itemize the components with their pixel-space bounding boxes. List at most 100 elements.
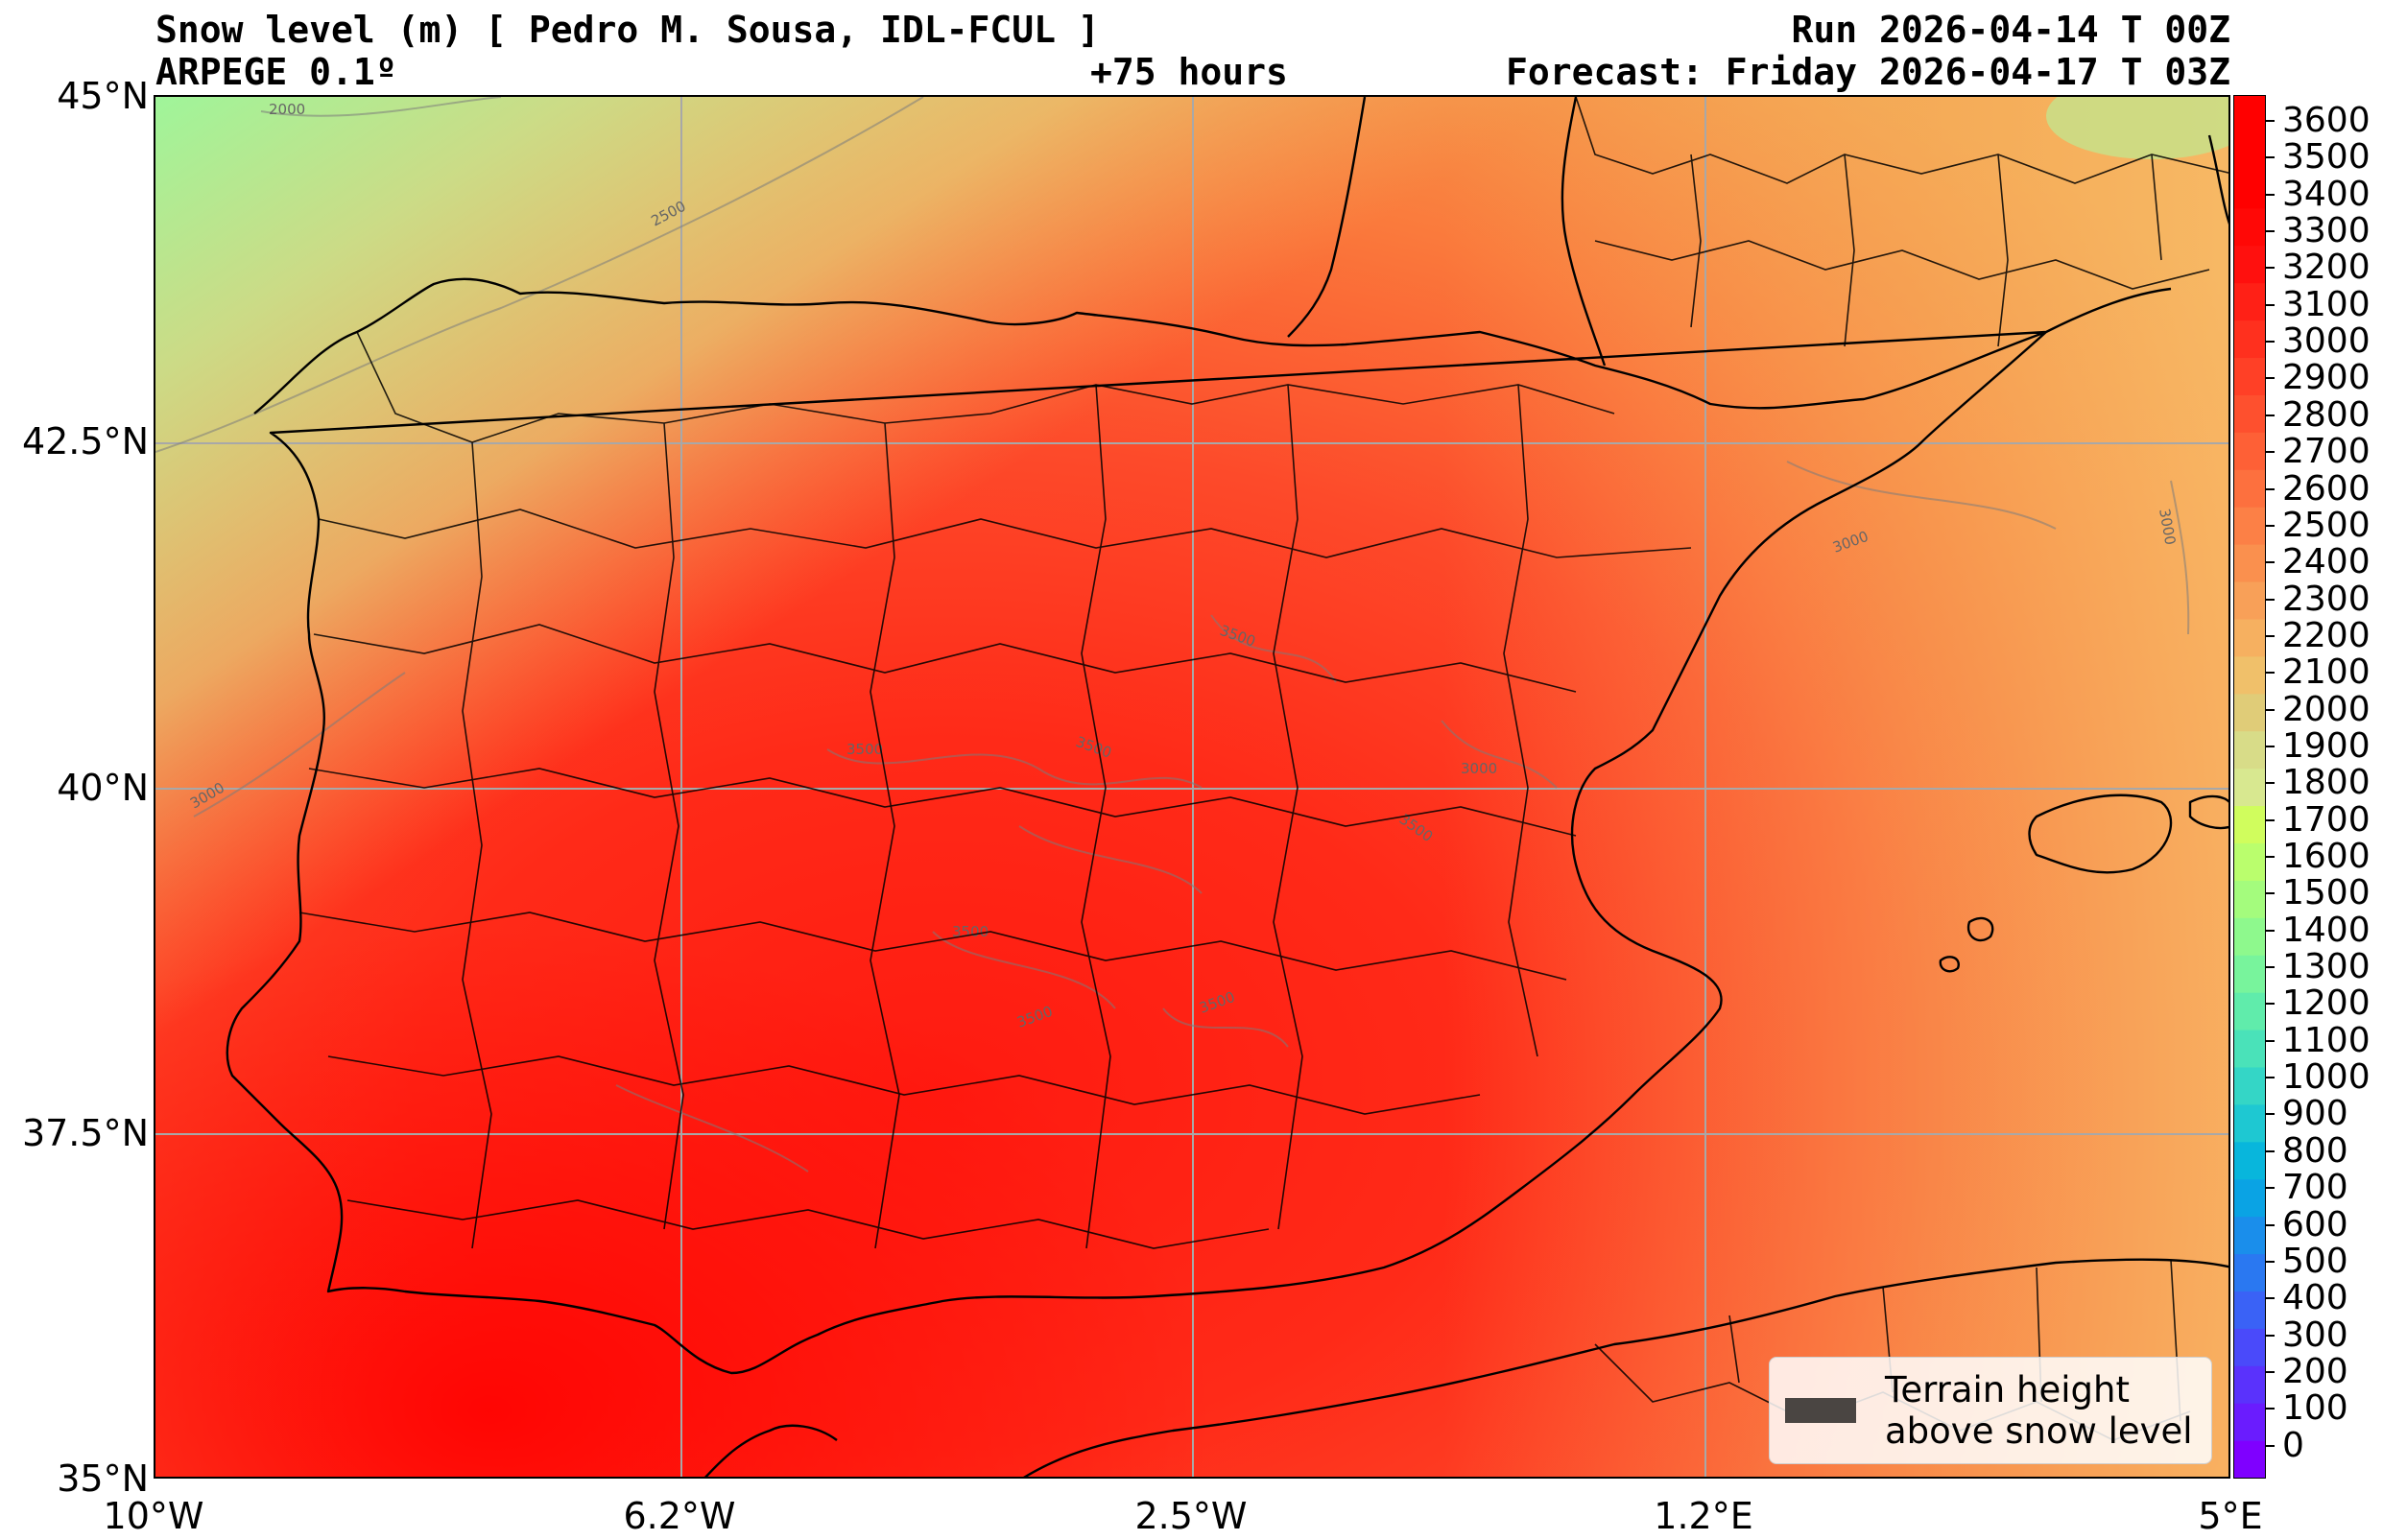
colorbar-tick	[2266, 1187, 2275, 1190]
colorbar-label: 1900	[2282, 725, 2371, 766]
colorbar-band	[2234, 1328, 2265, 1366]
colorbar-tick	[2266, 708, 2275, 711]
run-time: Run 2026-04-14 T 00Z	[1791, 9, 2230, 51]
colorbar-label: 1800	[2282, 763, 2371, 803]
colorbar-label: 2900	[2282, 358, 2371, 398]
colorbar-label: 3600	[2282, 101, 2371, 140]
colorbar-label: 1400	[2282, 910, 2371, 950]
colorbar-tick	[2266, 561, 2275, 564]
colorbar-label: 1300	[2282, 947, 2371, 987]
lat-tick-40n: 40°N	[57, 767, 149, 809]
colorbar-tick	[2266, 745, 2275, 747]
colorbar-band	[2234, 1029, 2265, 1068]
colorbar-band	[2234, 1178, 2265, 1218]
colorbar-tick	[2266, 120, 2275, 122]
admin-borders	[298, 97, 2228, 1441]
colorbar-band	[2234, 96, 2265, 134]
colorbar-label: 2400	[2282, 542, 2371, 582]
colorbar-tick	[2266, 672, 2275, 675]
colorbar-tick	[2266, 1223, 2275, 1226]
colorbar-label: 3300	[2282, 211, 2371, 251]
colorbar-band	[2234, 469, 2265, 508]
colorbar-tick	[2266, 451, 2275, 454]
colorbar-band	[2234, 842, 2265, 881]
colorbar-tick	[2266, 1077, 2275, 1079]
colorbar-band	[2234, 394, 2265, 433]
lon-tick-6-2w: 6.2°W	[623, 1495, 736, 1537]
colorbar-band	[2234, 805, 2265, 843]
colorbar-label: 700	[2282, 1168, 2348, 1208]
contour-label: 3000	[1461, 760, 1497, 777]
colorbar-label: 2000	[2282, 689, 2371, 729]
colorbar-label: 2800	[2282, 394, 2371, 435]
colorbar-band	[2234, 1141, 2265, 1180]
colorbar-tick	[2266, 341, 2275, 344]
lon-tick-5e: 5°E	[2198, 1495, 2263, 1537]
colorbar-tick	[2266, 156, 2275, 159]
colorbar-label: 0	[2282, 1425, 2304, 1465]
legend: Terrain height above snow level	[1769, 1357, 2212, 1464]
colorbar-tick	[2266, 193, 2275, 196]
colorbar-band	[2234, 1403, 2265, 1441]
colorbar-band	[2234, 1103, 2265, 1143]
colorbar-tick	[2266, 1297, 2275, 1300]
model-subtitle: ARPEGE 0.1º	[155, 51, 397, 93]
colorbar-band	[2234, 544, 2265, 582]
colorbar-tick	[2266, 1149, 2275, 1152]
colorbar-label: 800	[2282, 1130, 2348, 1171]
colorbar-band	[2234, 132, 2265, 172]
lat-tick-35n: 35°N	[57, 1457, 149, 1500]
colorbar-tick	[2266, 1003, 2275, 1006]
colorbar-tick	[2266, 966, 2275, 969]
colorbar-tick	[2266, 598, 2275, 601]
colorbar-label: 2200	[2282, 615, 2371, 655]
colorbar-tick	[2266, 1113, 2275, 1116]
colorbar-label: 2500	[2282, 505, 2371, 545]
colorbar-gradient	[2234, 96, 2265, 1479]
colorbar-label: 100	[2282, 1388, 2348, 1429]
colorbar-label: 300	[2282, 1315, 2348, 1355]
lon-tick-1-2e: 1.2°E	[1654, 1495, 1753, 1537]
colorbar-label: 3500	[2282, 137, 2371, 178]
colorbar-label: 600	[2282, 1204, 2348, 1244]
colorbar	[2233, 95, 2266, 1479]
colorbar-tick	[2266, 1334, 2275, 1337]
colorbar-band	[2234, 320, 2265, 359]
colorbar-band	[2234, 282, 2265, 321]
contour-label: 2000	[269, 101, 305, 118]
colorbar-band	[2234, 618, 2265, 657]
coastlines	[226, 97, 2228, 1477]
colorbar-tick	[2266, 1039, 2275, 1042]
colorbar-label: 1700	[2282, 799, 2371, 840]
forecast-time: Forecast: Friday 2026-04-17 T 03Z	[1506, 51, 2230, 93]
lat-tick-45n: 45°N	[57, 75, 149, 117]
legend-swatch	[1785, 1398, 1856, 1423]
colorbar-label: 1500	[2282, 873, 2371, 913]
colorbar-tick	[2266, 1260, 2275, 1263]
colorbar-band	[2234, 170, 2265, 209]
snow-level-map: 2000 2500 3000 3500 3500 3500 3000 3500 …	[154, 95, 2230, 1479]
map-title: Snow level (m) [ Pedro M. Sousa, IDL-FCU…	[155, 9, 1100, 51]
colorbar-label: 2100	[2282, 652, 2371, 693]
lat-tick-37-5n: 37.5°N	[21, 1112, 149, 1154]
colorbar-label: 900	[2282, 1094, 2348, 1134]
colorbar-label: 3100	[2282, 284, 2371, 324]
colorbar-band	[2234, 693, 2265, 732]
colorbar-label: 1100	[2282, 1020, 2371, 1060]
colorbar-band	[2234, 580, 2265, 620]
lat-tick-42-5n: 42.5°N	[21, 420, 149, 462]
colorbar-band	[2234, 1440, 2265, 1479]
colorbar-tick	[2266, 1370, 2275, 1373]
colorbar-tick	[2266, 377, 2275, 380]
colorbar-label: 2700	[2282, 432, 2371, 472]
colorbar-label: 1000	[2282, 1057, 2371, 1098]
colorbar-tick	[2266, 634, 2275, 637]
lon-tick-2-5w: 2.5°W	[1134, 1495, 1248, 1537]
colorbar-band	[2234, 1291, 2265, 1329]
colorbar-tick	[2266, 524, 2275, 527]
colorbar-label: 2600	[2282, 468, 2371, 509]
colorbar-tick	[2266, 303, 2275, 306]
colorbar-tick	[2266, 1444, 2275, 1447]
colorbar-band	[2234, 768, 2265, 807]
colorbar-band	[2234, 655, 2265, 695]
